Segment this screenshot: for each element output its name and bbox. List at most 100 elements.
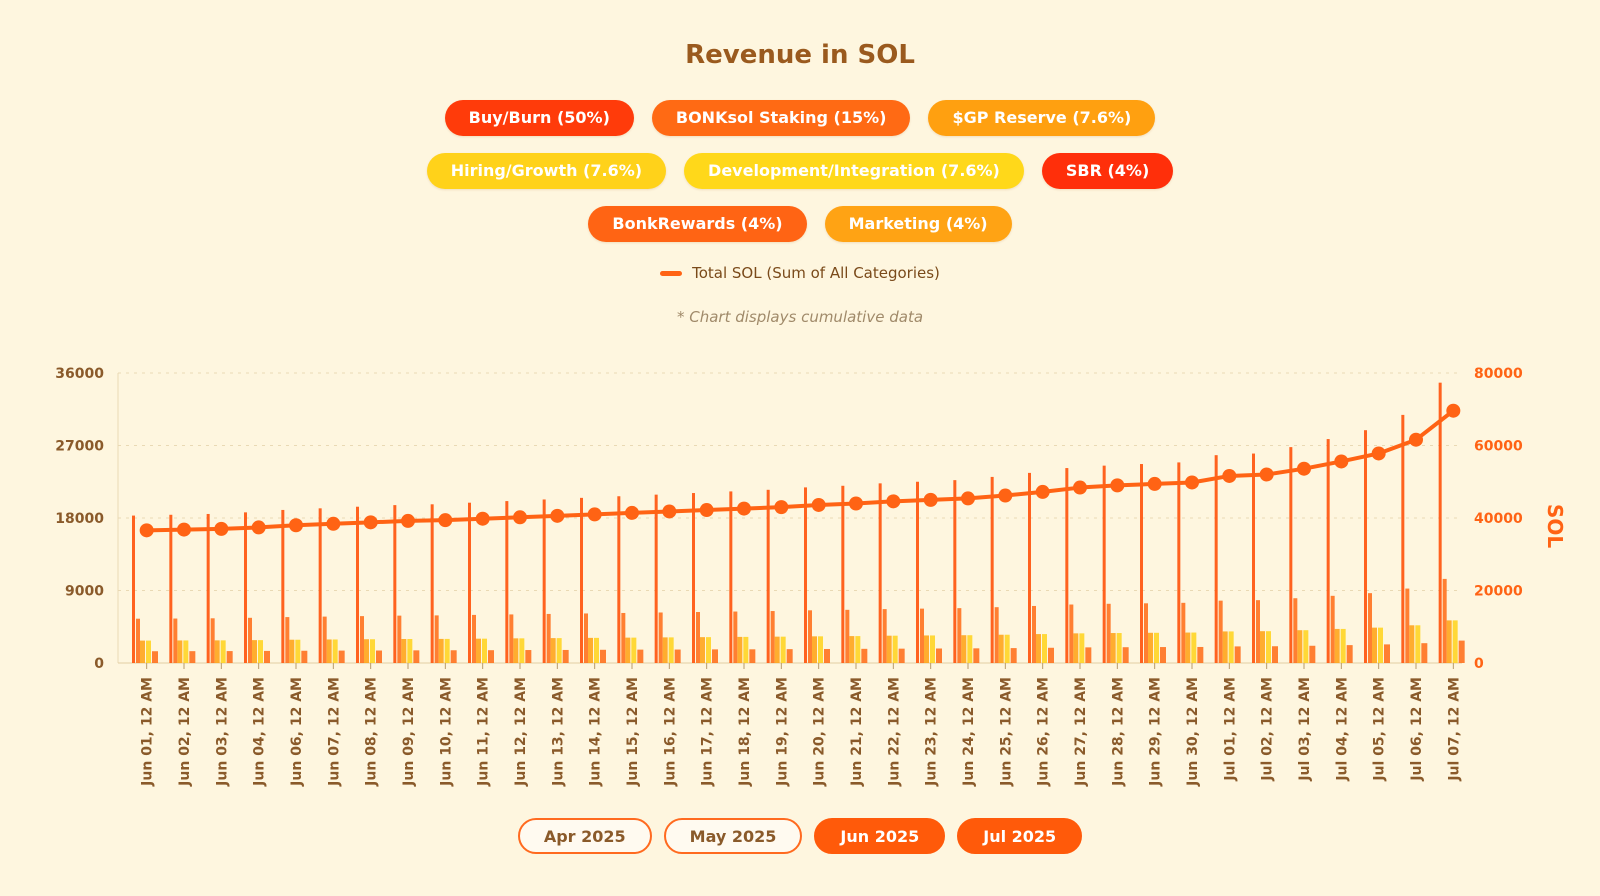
x-tick-label: Jun 28, 12 AM [1110,677,1126,787]
line-point [662,504,677,519]
line-point [1334,454,1349,469]
legend-bonkrewards[interactable]: BonkRewards (4%) [588,206,807,242]
line-point [289,518,303,533]
bar [132,515,135,663]
bar [696,612,700,663]
bar [957,608,962,663]
x-tick-label: Jun 16, 12 AM [662,677,678,787]
bar [1303,630,1309,663]
bar [146,640,151,663]
line-point [139,523,154,538]
left-tick-label: 18000 [55,511,104,527]
bar [845,609,850,663]
bar [998,634,1004,663]
bar [637,649,644,663]
bar [1032,605,1036,663]
x-tick-label: Jun 17, 12 AM [700,677,716,787]
legend-hiring-growth[interactable]: Hiring/Growth (7.6%) [426,153,667,189]
legend-total-sol[interactable]: Total SOL (Sum of All Categories) [0,264,1600,282]
legend-sbr[interactable]: SBR (4%) [1041,153,1174,189]
bar [674,649,681,663]
line-point [513,510,527,525]
line-point [1222,468,1237,483]
right-axis-label: SOL [1543,504,1567,548]
x-tick-label: Jul 07, 12 AM [1446,677,1462,782]
bar [654,494,658,663]
month-may-button[interactable]: May 2025 [663,818,803,854]
bar [712,649,718,663]
chart-title: Revenue in SOL [685,40,915,70]
bar [924,635,929,663]
bar [786,649,793,663]
right-tick-label: 40000 [1474,511,1523,527]
bar [1384,644,1390,663]
bar [434,615,439,663]
bar [1197,646,1204,663]
legend-bonksol-staking[interactable]: BONKsol Staking (15%) [651,100,911,136]
bar [625,637,631,663]
month-jun-button[interactable]: Jun 2025 [814,818,946,854]
line-point [1110,478,1125,493]
x-tick-label: Jun 06, 12 AM [289,677,305,787]
bar [886,635,892,663]
bar [1252,453,1255,663]
bar [878,483,882,663]
legend-row-3: BonkRewards (4%) Marketing (4%) [0,206,1600,242]
month-jul-button[interactable]: Jul 2025 [957,818,1083,854]
x-tick-label: Jul 05, 12 AM [1372,677,1388,782]
bar [1458,640,1465,663]
bar [356,506,359,663]
bar [226,651,233,663]
bar [621,612,626,663]
line-point [699,503,714,518]
bar [990,476,994,663]
bar [206,513,210,663]
legend-total-sol-label: Total SOL (Sum of All Categories) [692,264,940,282]
legend-buy-burn[interactable]: Buy/Burn (50%) [444,100,634,136]
bar [1272,646,1278,663]
bar [1036,634,1041,663]
bar [1364,430,1367,663]
bar [252,640,257,663]
line-swatch-icon [660,270,683,276]
legend-row-2: Hiring/Growth (7.6%) Development/Integra… [0,153,1600,189]
bar [729,491,733,663]
bar [1340,628,1346,663]
legend-development-integration[interactable]: Development/Integration (7.6%) [684,153,1024,189]
x-tick-label: Jun 11, 12 AM [476,677,492,787]
bar [397,615,402,663]
bar [264,650,270,663]
bar [737,636,743,663]
month-apr-button[interactable]: Apr 2025 [517,818,652,854]
bar [509,614,514,663]
bar [332,639,338,663]
legend-marketing[interactable]: Marketing (4%) [824,206,1012,242]
x-tick-label: Jun 30, 12 AM [1185,677,1201,787]
bar [824,648,830,663]
line-point [1147,476,1162,491]
x-tick-label: Jun 12, 12 AM [513,677,529,787]
bar [482,638,487,663]
line-point [438,513,453,528]
x-tick-label: Jun 09, 12 AM [401,677,417,787]
bar [562,649,569,663]
bar [1160,647,1166,663]
bar [476,638,481,663]
bar [152,651,158,663]
bar [588,637,593,663]
bar [360,616,364,663]
bar [1415,625,1421,663]
bar [1326,439,1330,663]
bar [450,650,457,663]
bar [214,640,220,663]
x-tick-label: Jul 01, 12 AM [1222,677,1238,782]
x-tick-label: Jun 20, 12 AM [812,677,828,787]
x-tick-label: Jun 13, 12 AM [550,677,566,787]
bar [580,497,583,663]
bar [258,640,263,663]
bar [1442,578,1447,663]
line-point [1297,461,1311,476]
legend-gp-reserve[interactable]: $GP Reserve (7.6%) [928,100,1156,136]
right-tick-label: 80000 [1474,366,1523,382]
bar [318,508,322,663]
